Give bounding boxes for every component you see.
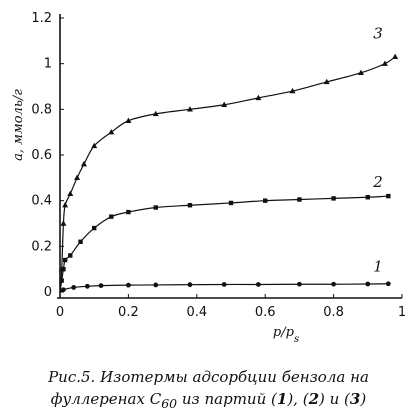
series-2-point <box>109 214 114 219</box>
x-tick-label: 0.4 <box>186 305 207 320</box>
series-3-point <box>255 94 262 101</box>
x-tick-label: 0.6 <box>255 305 276 320</box>
series-2-point <box>331 196 336 201</box>
y-tick-label: 0.6 <box>31 148 52 163</box>
series-3-point <box>357 69 364 75</box>
series-1-point <box>125 282 131 288</box>
series-1-point <box>71 285 77 290</box>
x-tick-label: 0 <box>56 305 64 320</box>
series-2-point <box>59 278 64 283</box>
series-3-point <box>125 117 132 123</box>
series-2-point <box>297 197 302 202</box>
figure-caption: Рис.5. Изотермы адсорбции бензола на фул… <box>0 366 417 415</box>
caption-series-3: 3 <box>349 390 361 408</box>
y-tick-label: 1 <box>44 57 52 72</box>
x-axis-label: p/ps <box>273 325 299 345</box>
y-tick-label: 0 <box>44 285 52 300</box>
caption-text: из партий ( <box>177 390 277 408</box>
caption-line-2: фуллеренах С60 из партий (1), (2) и (3) <box>0 388 417 415</box>
series-2-point <box>62 257 68 263</box>
labels-layer: a, ммоль/г p/ps 1 2 3 <box>11 25 383 345</box>
series-3-line <box>59 56 396 293</box>
series-3-point <box>323 78 330 85</box>
series-3-point <box>74 174 81 181</box>
series-3-point <box>60 220 67 226</box>
series-2-point <box>365 195 370 200</box>
series-3-point <box>152 110 159 117</box>
series-1-point <box>331 281 336 287</box>
caption-text: фуллеренах С <box>50 390 162 408</box>
series-1-point <box>61 287 66 293</box>
series-3-point <box>91 142 98 149</box>
x-tick-label: 0.8 <box>323 305 344 320</box>
caption-series-2: 2 <box>308 390 319 408</box>
series-2-point <box>386 193 391 199</box>
series-1-point <box>255 282 261 287</box>
series-2-line <box>59 195 389 293</box>
x-tick-label: 1 <box>398 305 406 320</box>
series-3-point <box>392 53 399 60</box>
series-2-point <box>92 225 97 231</box>
series-2-point <box>78 239 83 244</box>
series-1-point <box>365 281 371 287</box>
axes-layer: 0 0.2 0.4 0.6 0.8 1 1.2 0 0.2 0.4 0.6 0.8 1 <box>31 11 406 320</box>
series-1-point <box>187 282 193 288</box>
caption-line-1: Рис.5. Изотермы адсорбции бензола на <box>48 368 369 386</box>
series-3-point <box>289 87 296 94</box>
series-2-point <box>263 198 268 203</box>
series-3-point <box>221 101 228 107</box>
chart: 0 0.2 0.4 0.6 0.8 1 1.2 0 0.2 0.4 0.6 0.8 1 a, ммоль… <box>11 11 406 345</box>
caption-text: ) и ( <box>319 390 350 408</box>
series-2-point <box>126 209 131 215</box>
caption-series-1: 1 <box>276 390 288 408</box>
series-layer <box>58 53 399 293</box>
series-1-label: 1 <box>373 257 383 275</box>
series-1-point <box>221 282 227 287</box>
y-tick-label: 0.8 <box>31 102 52 117</box>
series-1-point <box>98 283 104 289</box>
series-1-point <box>153 282 159 288</box>
series-2-label: 2 <box>372 173 383 191</box>
x-tick-label: 0.2 <box>118 305 139 320</box>
y-tick-label: 0.4 <box>31 194 52 209</box>
y-tick-label: 0.2 <box>31 239 52 254</box>
series-3-point <box>186 106 193 112</box>
y-tick-label: 1.2 <box>31 11 52 26</box>
series-3-point <box>67 190 74 197</box>
series-1-point <box>385 281 391 287</box>
series-1-point <box>297 281 302 287</box>
x-axis-label-subscript: s <box>294 334 299 345</box>
series-2-point <box>187 203 193 208</box>
caption-subscript: 60 <box>161 396 178 411</box>
series-3-point <box>80 160 87 167</box>
series-3-point <box>108 128 115 135</box>
y-axis-label: a, ммоль/г <box>11 89 26 161</box>
series-3-point <box>58 265 65 272</box>
series-3-point <box>381 60 388 66</box>
series-3-point <box>62 202 69 208</box>
series-2-point <box>68 253 73 258</box>
series-2-point <box>153 205 158 210</box>
series-2-point <box>228 200 234 206</box>
series-1-point <box>84 283 90 289</box>
caption-text: ), ( <box>287 390 309 408</box>
caption-text: ) <box>360 390 367 408</box>
series-3-label: 3 <box>373 25 383 43</box>
